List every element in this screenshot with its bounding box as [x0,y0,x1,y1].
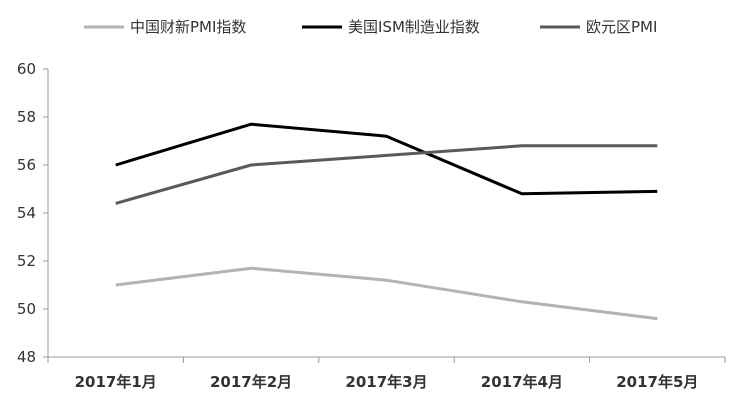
x-tick-label: 2017年4月 [481,373,563,391]
x-tick-label: 2017年2月 [210,373,292,391]
series-line-2 [115,122,658,196]
x-axis-ticks: 2017年1月 2017年2月 2017年3月 2017年4月 2017年5月 [47,357,726,391]
y-tick-label: 54 [17,204,36,222]
series-line-3 [115,144,658,205]
legend-label: 美国ISM制造业指数 [348,18,480,36]
legend-label: 中国财新PMI指数 [130,18,246,36]
y-tick-label: 50 [17,300,36,318]
legend-label: 欧元区PMI [586,18,657,36]
y-tick-label: 56 [17,156,36,174]
x-tick-label: 2017年5月 [616,373,698,391]
series-layer [115,122,658,321]
y-tick-label: 48 [17,348,36,366]
x-tick-label: 2017年3月 [345,373,427,391]
y-tick-label: 60 [17,60,36,78]
y-tick-label: 58 [17,108,36,126]
legend: 中国财新PMI指数 美国ISM制造业指数 欧元区PMI [84,18,657,36]
y-tick-label: 52 [17,252,36,270]
x-tick-label: 2017年1月 [75,373,157,391]
series-line-1 [115,266,658,321]
y-axis-ticks: 48 50 52 54 56 58 60 [17,60,48,366]
